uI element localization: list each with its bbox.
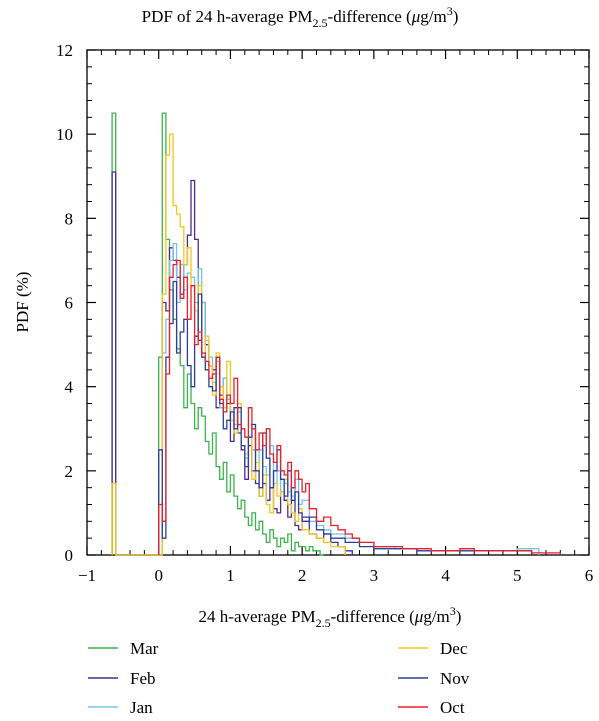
legend-label-jan: Jan [130,698,153,717]
series-line-oct [158,259,561,555]
legend-label-feb: Feb [130,669,156,688]
x-axis-label: 24 h-average PM2.5-difference (μg/m3) [199,604,462,630]
y-axis-label: PDF (%) [13,272,32,333]
y-tick-label: 4 [65,378,74,397]
y-tick-label: 2 [65,462,74,481]
y-tick-label: 10 [56,125,73,144]
legend-label-oct: Oct [440,698,465,717]
series-line-jan [161,242,540,555]
x-tick-label: 6 [585,566,594,585]
legend-label-mar: Mar [130,639,159,658]
legend-label-dec: Dec [440,639,468,658]
y-tick-label: 12 [56,41,73,60]
series-line-feb [111,171,353,556]
legend-label-nov: Nov [440,669,470,688]
series-line-mar [111,112,324,556]
x-tick-label: 1 [226,566,235,585]
y-tick-label: 0 [65,546,74,565]
series-line-nov [158,280,533,555]
series-layer [111,112,561,556]
x-tick-label: 2 [298,566,307,585]
x-tick-label: 0 [154,566,163,585]
legend: Mar Feb Jan Dec Nov Oct [88,639,470,717]
x-tick-label: 5 [513,566,522,585]
chart-title: PDF of 24 h-average PM2.5-difference (μg… [142,4,459,30]
x-tick-label: −1 [78,566,96,585]
x-tick-label: 4 [441,566,450,585]
y-tick-label: 8 [65,209,74,228]
y-tick-label: 6 [65,294,74,313]
x-tick-label: 3 [370,566,379,585]
